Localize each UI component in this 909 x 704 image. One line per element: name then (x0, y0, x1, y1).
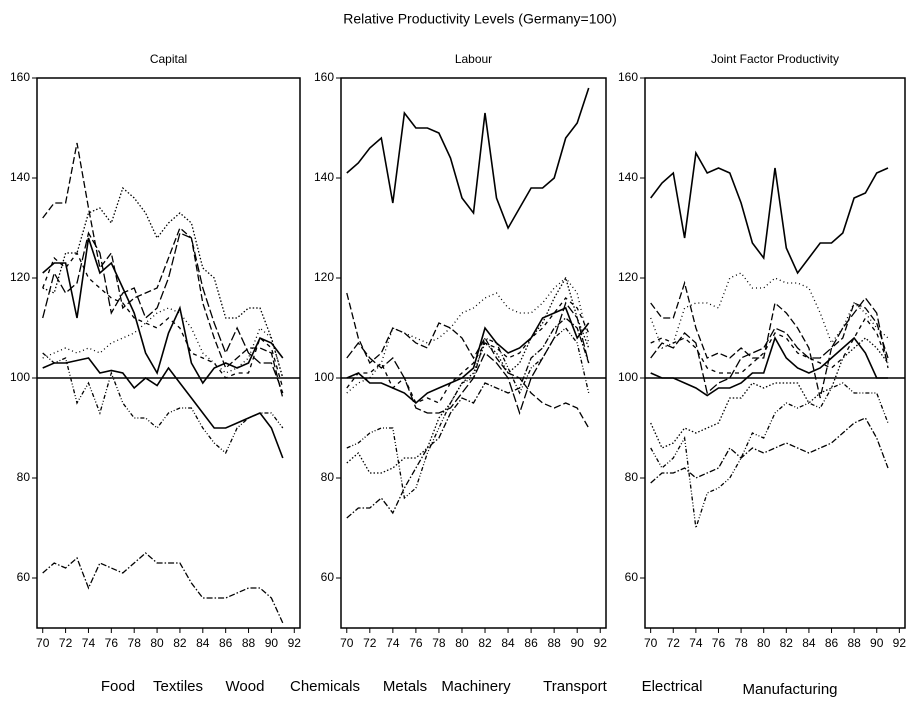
plot-frame (36, 77, 301, 629)
series-line (650, 296, 889, 395)
x-tick-label: 92 (594, 636, 608, 650)
y-tick-label: 140 (10, 170, 30, 184)
panel-title: Joint Factor Productivity (711, 52, 839, 66)
y-tick-label: 80 (321, 470, 335, 484)
x-tick-label: 80 (150, 636, 164, 650)
x-tick-label: 90 (265, 636, 279, 650)
x-tick-label: 86 (219, 636, 233, 650)
series-line (346, 276, 590, 474)
y-tick-label: 60 (625, 570, 639, 584)
x-tick-label: 70 (36, 636, 50, 650)
series-line (42, 552, 284, 624)
panel-title: Labour (455, 52, 492, 66)
x-tick-label: 88 (847, 636, 861, 650)
y-tick-label: 120 (314, 270, 334, 284)
legend-label: Machinery (441, 678, 511, 695)
series-line (346, 87, 590, 230)
x-tick-label: 90 (870, 636, 884, 650)
legend-label: Wood (226, 678, 265, 695)
x-tick-label: 82 (780, 636, 794, 650)
x-tick-label: 92 (893, 636, 907, 650)
x-tick-label: 74 (689, 636, 703, 650)
x-tick-label: 74 (386, 636, 400, 650)
series-line (346, 327, 590, 500)
x-tick-label: 76 (105, 636, 119, 650)
x-tick-label: 88 (242, 636, 256, 650)
plot-frame (644, 77, 906, 629)
y-tick-label: 100 (10, 370, 30, 384)
series-line (346, 306, 590, 405)
series-line (42, 307, 284, 379)
plot-frame (340, 77, 607, 629)
series-line (42, 357, 284, 459)
y-tick-label: 120 (10, 270, 30, 284)
x-tick-label: 82 (173, 636, 187, 650)
series-line (346, 297, 590, 404)
x-tick-label: 78 (734, 636, 748, 650)
chart-title: Relative Productivity Levels (Germany=10… (343, 11, 617, 27)
legend-label: Transport (543, 678, 607, 695)
series-line (650, 150, 889, 275)
x-tick-label: 86 (524, 636, 538, 650)
series-line (42, 231, 284, 394)
legend-label: Manufacturing (742, 681, 837, 698)
series-line (42, 237, 284, 385)
x-tick-label: 80 (455, 636, 469, 650)
series-line (346, 317, 590, 519)
y-tick-label: 120 (618, 270, 638, 284)
y-tick-label: 140 (314, 170, 334, 184)
x-tick-label: 86 (825, 636, 839, 650)
legend-label: Electrical (642, 678, 703, 695)
series-line (346, 277, 590, 394)
series-line (42, 186, 284, 379)
legend-label: Food (101, 678, 135, 695)
x-tick-label: 78 (128, 636, 142, 650)
y-tick-label: 140 (618, 170, 638, 184)
series-line (42, 251, 284, 389)
x-tick-label: 72 (667, 636, 681, 650)
series-line (42, 352, 284, 455)
x-tick-label: 90 (571, 636, 585, 650)
y-tick-label: 80 (625, 470, 639, 484)
x-tick-label: 70 (644, 636, 658, 650)
series-line (650, 337, 889, 449)
series-line (650, 336, 888, 397)
legend-label: Metals (383, 678, 427, 695)
legend-label: Chemicals (290, 678, 360, 695)
y-tick-label: 80 (17, 470, 31, 484)
x-tick-label: 72 (59, 636, 73, 650)
y-tick-label: 60 (321, 570, 335, 584)
series-line (650, 316, 889, 374)
y-tick-label: 160 (618, 70, 638, 84)
y-tick-label: 100 (314, 370, 334, 384)
x-tick-label: 80 (757, 636, 771, 650)
x-tick-label: 82 (478, 636, 492, 650)
y-tick-label: 100 (618, 370, 638, 384)
x-tick-label: 70 (340, 636, 354, 650)
panel-title: Capital (150, 52, 187, 66)
x-tick-label: 92 (288, 636, 302, 650)
x-tick-label: 72 (363, 636, 377, 650)
legend-label: Textiles (153, 678, 203, 695)
series-line (346, 292, 590, 429)
x-tick-label: 76 (712, 636, 726, 650)
x-tick-label: 84 (802, 636, 816, 650)
y-tick-label: 160 (10, 70, 30, 84)
x-tick-label: 76 (409, 636, 423, 650)
x-tick-label: 84 (196, 636, 210, 650)
series-line (650, 272, 889, 349)
series-line (650, 382, 889, 529)
x-tick-label: 74 (82, 636, 96, 650)
series-line (346, 301, 590, 416)
y-tick-label: 160 (314, 70, 334, 84)
x-tick-label: 84 (501, 636, 515, 650)
x-tick-label: 78 (432, 636, 446, 650)
y-tick-label: 60 (17, 570, 31, 584)
series-line (42, 142, 284, 399)
x-tick-label: 88 (547, 636, 561, 650)
series-line (650, 417, 889, 484)
